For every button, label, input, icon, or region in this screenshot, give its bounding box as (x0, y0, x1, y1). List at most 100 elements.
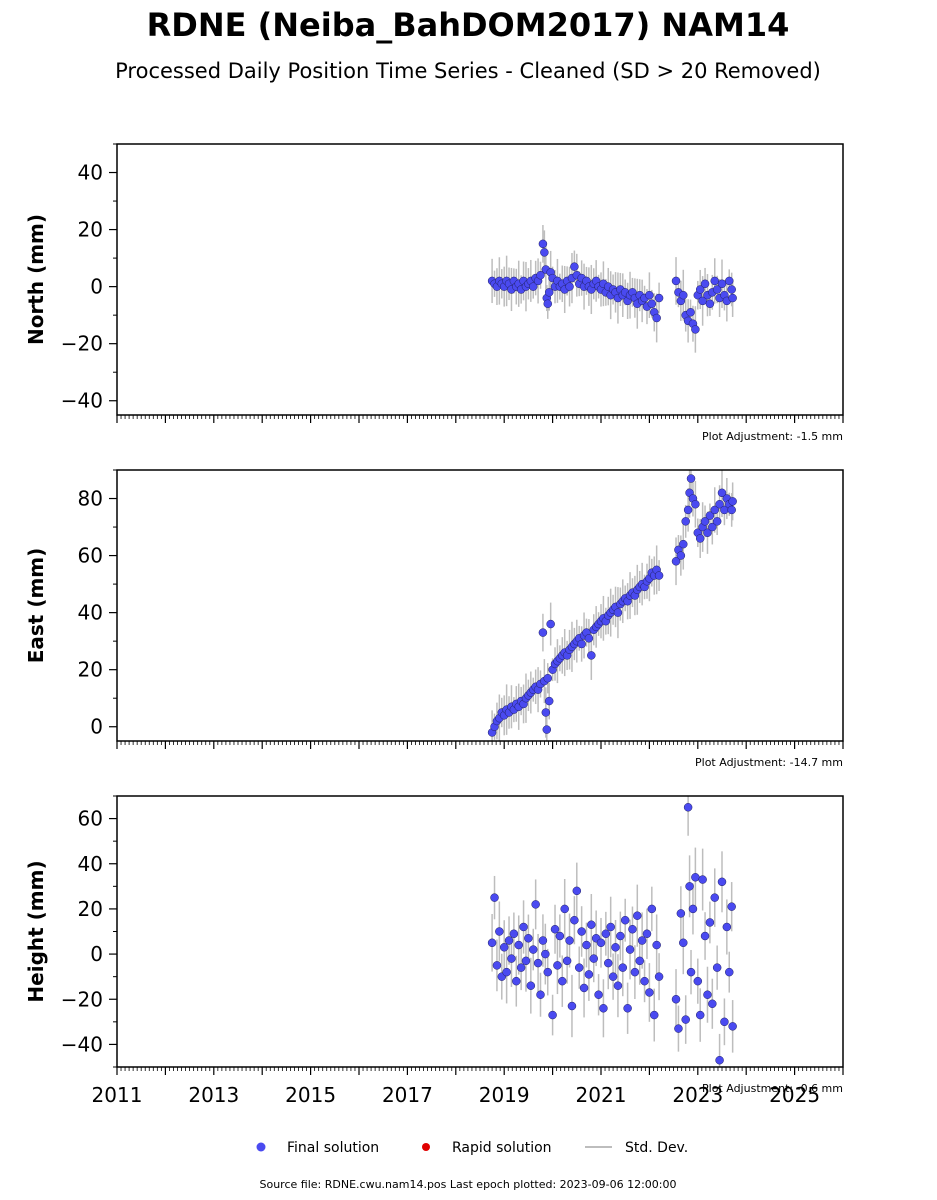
height-data-point (616, 931, 625, 941)
height-xtick-label: 2013 (188, 1083, 239, 1107)
north-data-point (698, 296, 707, 306)
height-data-point (679, 938, 688, 948)
height-data-point (596, 938, 606, 948)
north-data-point (728, 293, 737, 303)
north-data-point (710, 276, 719, 286)
north-data-point (679, 290, 688, 300)
height-data-point (599, 1004, 608, 1013)
north-data-point (671, 276, 681, 286)
height-data-point (512, 976, 521, 986)
north-data-point (654, 293, 664, 303)
height-data-point (623, 1004, 632, 1013)
north-y-ticks: −40 −20 0 20 40 (61, 143, 117, 413)
height-data-point (620, 915, 630, 925)
east-ylabel: East (mm) (24, 548, 48, 664)
north-data-point (543, 299, 553, 308)
height-data-point (536, 990, 545, 999)
height-data-point (582, 940, 591, 950)
east-data-point (587, 651, 596, 660)
north-data-point (700, 279, 710, 289)
height-data-point (587, 920, 596, 929)
north-data-point (570, 262, 579, 271)
height-data-point (579, 983, 589, 993)
height-data-point (642, 929, 652, 939)
height-data-point (647, 904, 657, 914)
height-data-point (533, 958, 543, 968)
legend-rapid-label: Rapid solution (452, 1140, 552, 1156)
height-data-point (589, 954, 598, 963)
height-data-point (528, 945, 538, 954)
height-xtick-label: 2019 (479, 1083, 530, 1107)
legend-final-marker (256, 1142, 266, 1152)
height-data-point (558, 976, 567, 986)
east-data-point (584, 634, 594, 643)
height-data-point (572, 886, 582, 896)
height-data-point (504, 936, 514, 945)
height-data-point (570, 915, 579, 925)
height-data-point (548, 1010, 557, 1020)
height-data-point (487, 938, 497, 948)
height-data-point (625, 945, 635, 954)
height-data-point (703, 990, 712, 999)
east-data-point (712, 517, 722, 526)
north-plot-frame (116, 143, 844, 416)
east-data-point (686, 474, 696, 483)
height-data-point (543, 967, 553, 977)
legend-final-label: Final solution (287, 1140, 379, 1156)
legend-std-dev-label: Std. Dev. (625, 1140, 688, 1156)
height-ylabel: Height (mm) (24, 860, 48, 1002)
height-data-point (630, 967, 640, 977)
east-data-point (546, 619, 555, 629)
height-data-point (577, 927, 586, 936)
height-data-point (633, 911, 642, 920)
height-data-point (710, 893, 719, 902)
height-data-point (649, 1010, 659, 1020)
north-panel: −40 −20 0 20 40 North (mm) Plot Adjustment: … (24, 143, 844, 443)
east-data-point (700, 517, 710, 526)
height-data-point (717, 877, 727, 887)
height-data-point (708, 999, 717, 1009)
height-data-point (695, 1010, 705, 1020)
height-data-point (728, 1022, 737, 1031)
height-y-ticks: −40 −20 0 20 40 60 (61, 795, 117, 1068)
height-data-point (618, 963, 628, 972)
north-data-point (565, 282, 574, 291)
north-points (487, 239, 737, 334)
east-data-point (613, 608, 623, 617)
north-data-point (727, 285, 736, 294)
height-data-point (601, 929, 611, 939)
height-plot-adjustment: Plot Adjustment: -0.6 mm (702, 1082, 843, 1095)
north-data-point (645, 290, 654, 300)
height-data-point (645, 988, 654, 997)
height-data-point (567, 1001, 577, 1011)
east-ytick-label: 80 (78, 487, 103, 511)
east-data-point (542, 725, 552, 734)
height-data-point (700, 931, 710, 941)
height-data-point (686, 967, 696, 977)
height-data-point (715, 1055, 724, 1065)
height-data-point (606, 922, 615, 932)
height-data-point (492, 961, 502, 970)
north-data-point (712, 285, 722, 294)
height-data-point (507, 954, 516, 963)
height-data-point (613, 981, 623, 990)
height-std-dev-bars (491, 796, 734, 1067)
north-ytick-label: 20 (78, 218, 103, 242)
height-data-point (502, 967, 511, 977)
east-data-point (683, 505, 693, 515)
height-data-point (637, 936, 647, 945)
east-data-point (654, 571, 664, 580)
height-data-point (519, 922, 528, 932)
east-panel: 0 20 40 60 80 East (mm) Plot Adjustment: -14… (24, 469, 844, 769)
east-ytick-label: 20 (78, 658, 103, 682)
east-ytick-label: 0 (90, 715, 103, 739)
height-data-point (674, 1024, 683, 1033)
height-data-point (524, 934, 533, 943)
east-data-point (543, 673, 553, 683)
height-data-point (720, 1017, 729, 1027)
east-data-point (728, 497, 737, 506)
height-data-point (562, 956, 572, 966)
height-data-point (654, 972, 664, 981)
